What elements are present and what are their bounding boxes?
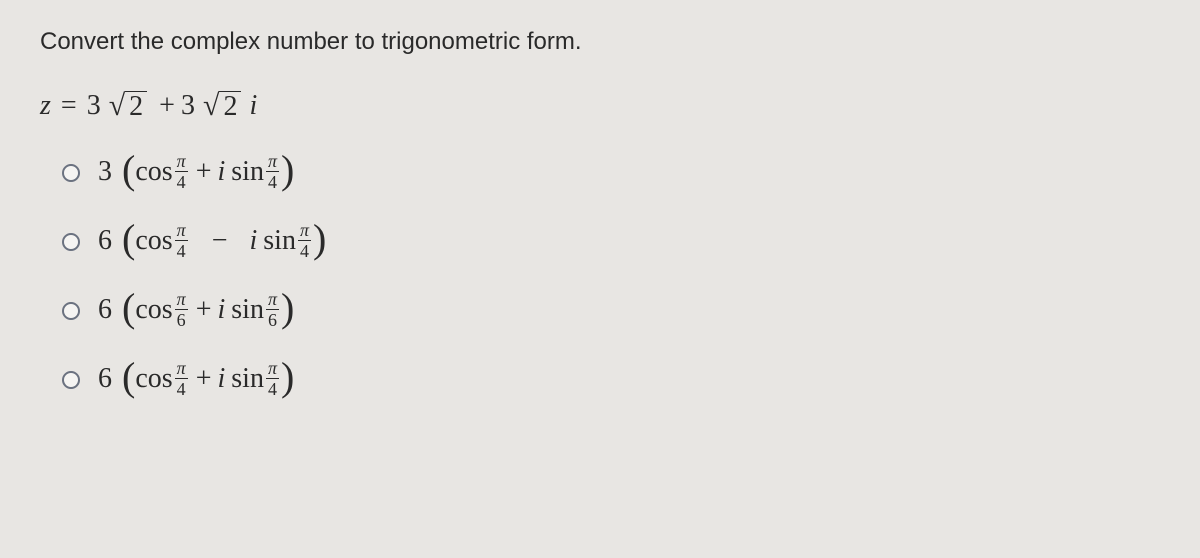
sqrt-1: √2 bbox=[109, 91, 147, 121]
option-2[interactable]: 6 ( cos π4 − i sin π4 ) bbox=[62, 221, 1160, 260]
equals-sign: = bbox=[61, 90, 77, 122]
given-expression: z = 3 √2 + 3 √2 i bbox=[40, 90, 1160, 122]
options-list: 3 ( cos π4 + i sin π4 ) 6 ( cos π4 − i s… bbox=[40, 152, 1160, 398]
option-4-expr: 6 ( cos π4 + i sin π4 ) bbox=[98, 359, 294, 398]
option-3-expr: 6 ( cos π6 + i sin π6 ) bbox=[98, 290, 294, 329]
option-4[interactable]: 6 ( cos π4 + i sin π4 ) bbox=[62, 359, 1160, 398]
imag-i: i bbox=[249, 90, 257, 122]
radio-4[interactable] bbox=[62, 371, 80, 389]
option-1-expr: 3 ( cos π4 + i sin π4 ) bbox=[98, 152, 294, 191]
coef-1: 3 bbox=[87, 90, 101, 122]
option-3[interactable]: 6 ( cos π6 + i sin π6 ) bbox=[62, 290, 1160, 329]
question-prompt: Convert the complex number to trigonomet… bbox=[40, 28, 1160, 56]
radio-2[interactable] bbox=[62, 233, 80, 251]
coef-2: 3 bbox=[181, 90, 195, 122]
var-z: z bbox=[40, 90, 51, 122]
sqrt-2: √2 bbox=[203, 91, 241, 121]
radio-3[interactable] bbox=[62, 302, 80, 320]
radio-1[interactable] bbox=[62, 164, 80, 182]
option-2-expr: 6 ( cos π4 − i sin π4 ) bbox=[98, 221, 326, 260]
option-1[interactable]: 3 ( cos π4 + i sin π4 ) bbox=[62, 152, 1160, 191]
plus-sign: + bbox=[159, 90, 175, 122]
